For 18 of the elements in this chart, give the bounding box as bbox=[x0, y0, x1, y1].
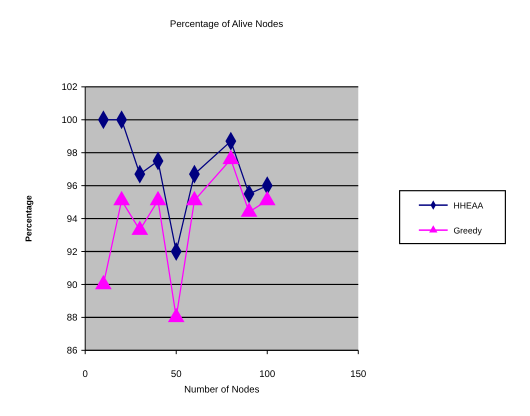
x-axis-title: Number of Nodes bbox=[184, 384, 260, 396]
y-tick-label: 90 bbox=[66, 280, 78, 291]
x-tick-label: 50 bbox=[170, 369, 182, 380]
y-tick-label: 86 bbox=[66, 346, 78, 357]
y-tick-label: 88 bbox=[66, 312, 78, 324]
legend-label: HHEAA bbox=[453, 200, 484, 210]
x-tick-label: 0 bbox=[82, 369, 88, 380]
legend-label: Greedy bbox=[453, 225, 482, 236]
y-tick-label: 94 bbox=[66, 214, 78, 225]
y-tick-label: 98 bbox=[66, 148, 78, 160]
y-tick-label: 92 bbox=[66, 246, 78, 258]
y-tick-label: 96 bbox=[66, 181, 78, 192]
x-tick-label: 100 bbox=[259, 369, 276, 380]
chart-title: Percentage of Alive Nodes bbox=[170, 19, 284, 30]
y-tick-label: 102 bbox=[61, 82, 78, 94]
y-tick-label: 100 bbox=[61, 115, 78, 126]
y-axis-title: Percentage bbox=[23, 195, 34, 242]
x-tick-label: 150 bbox=[350, 369, 366, 380]
